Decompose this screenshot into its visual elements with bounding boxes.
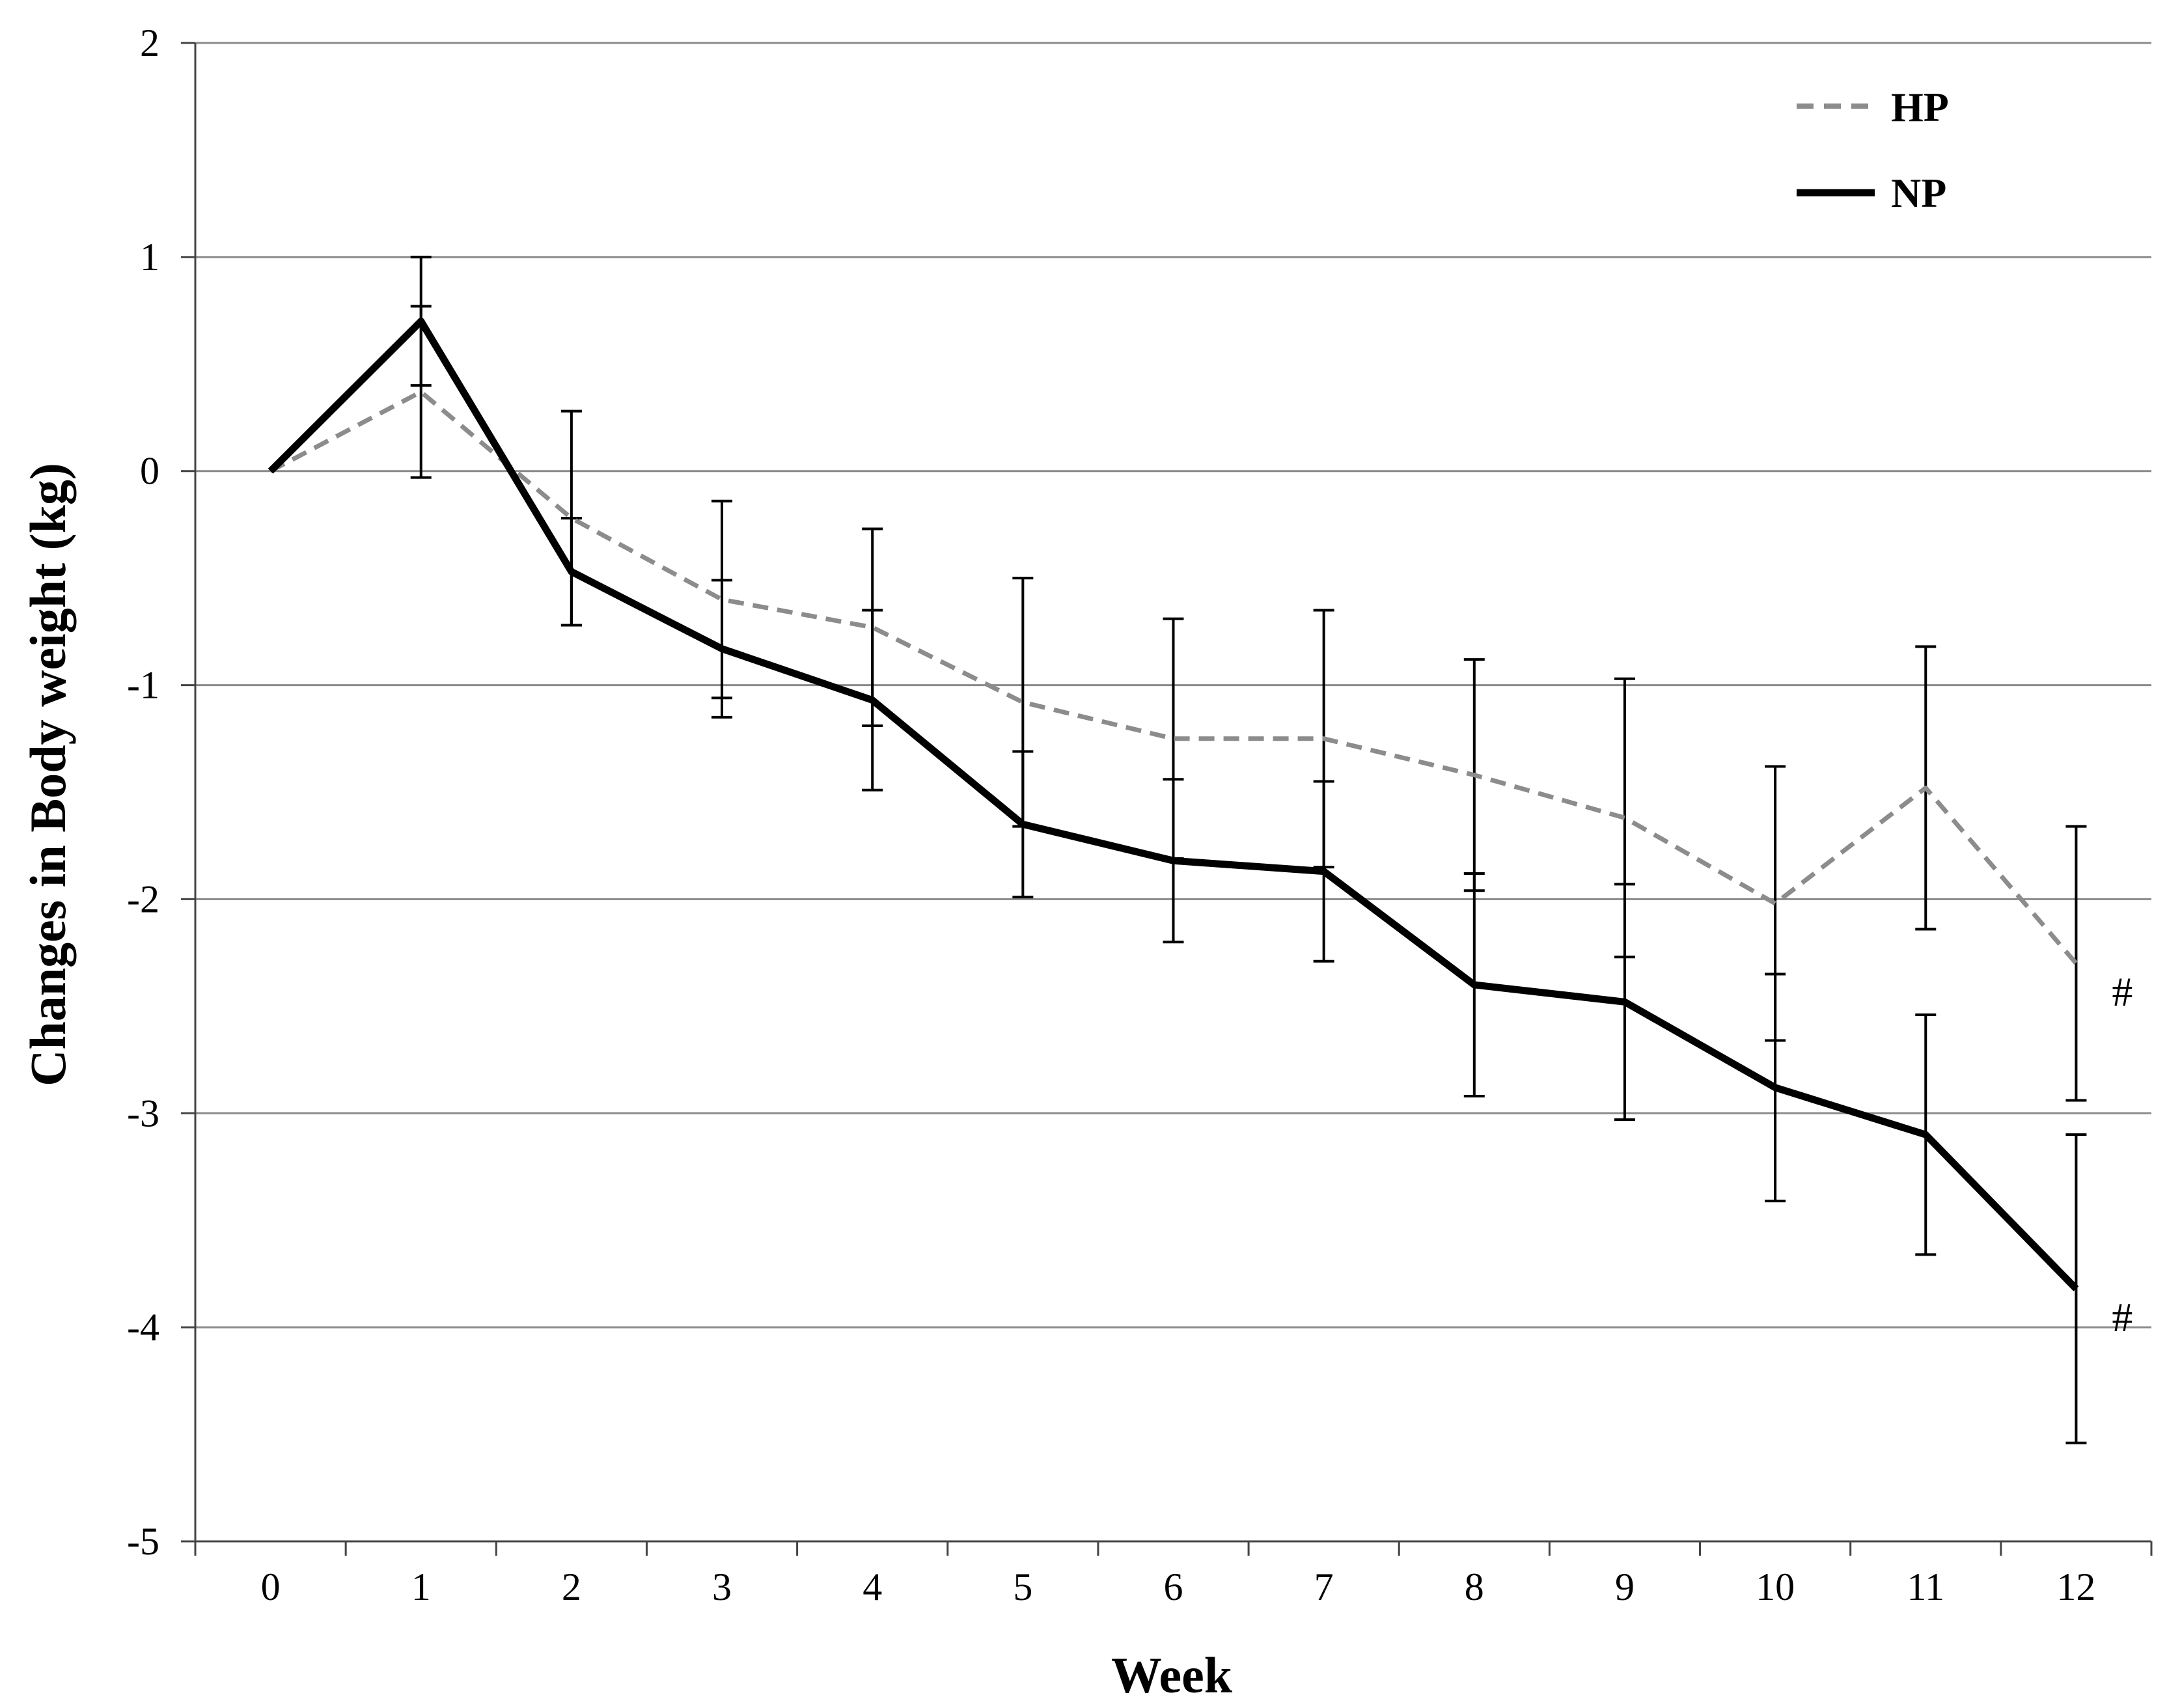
x-tick-label-3: 3 [712,1565,732,1608]
x-tick-label-7: 7 [1314,1565,1334,1608]
x-tick-label-12: 12 [2056,1565,2095,1608]
x-tick-label-1: 1 [411,1565,431,1608]
y-tick-label--3: -3 [127,1092,159,1135]
x-tick-label-5: 5 [1013,1565,1032,1608]
y-tick-label-1: 1 [140,236,159,279]
y-tick-labels: 2 1 0 -1 -2 -3 -4 -5 [127,21,159,1563]
y-axis-title: Changes in Body weight (kg) [20,463,76,1086]
error-bar-hp-week-12 [2065,825,2087,1102]
legend: HP NP [1797,84,1949,216]
x-tick-label-0: 0 [261,1565,281,1608]
x-tick-label-2: 2 [562,1565,581,1608]
y-tick-label--2: -2 [127,877,159,920]
y-tick-label-2: 2 [140,21,159,64]
series-line-np [268,318,2079,1291]
y-tick-label-0: 0 [140,450,159,493]
y-tick-label--5: -5 [127,1520,159,1563]
y-tick-label--4: -4 [127,1306,159,1349]
y-tick-label--1: -1 [127,664,159,707]
error-bars-np [410,255,2087,1444]
x-axis-title: Week [1111,1647,1233,1703]
annotation-group: ## [2112,969,2132,1340]
annotation-hp-week-12: # [2112,969,2132,1015]
legend-label-hp: HP [1891,84,1949,130]
series-group [268,255,2087,1444]
annotation-np-week-12: # [2112,1294,2132,1340]
x-tick-label-8: 8 [1465,1565,1484,1608]
x-tick-label-6: 6 [1164,1565,1183,1608]
x-tick-label-10: 10 [1756,1565,1795,1608]
x-tick-label-11: 11 [1907,1565,1944,1608]
x-tick-label-9: 9 [1615,1565,1635,1608]
legend-label-np: NP [1891,170,1946,216]
axes [181,42,2153,1556]
x-tick-labels: 0 1 2 3 4 5 6 7 8 9 10 11 12 [261,1565,2096,1608]
error-bars-hp [410,305,2087,1102]
x-tick-label-4: 4 [863,1565,882,1608]
